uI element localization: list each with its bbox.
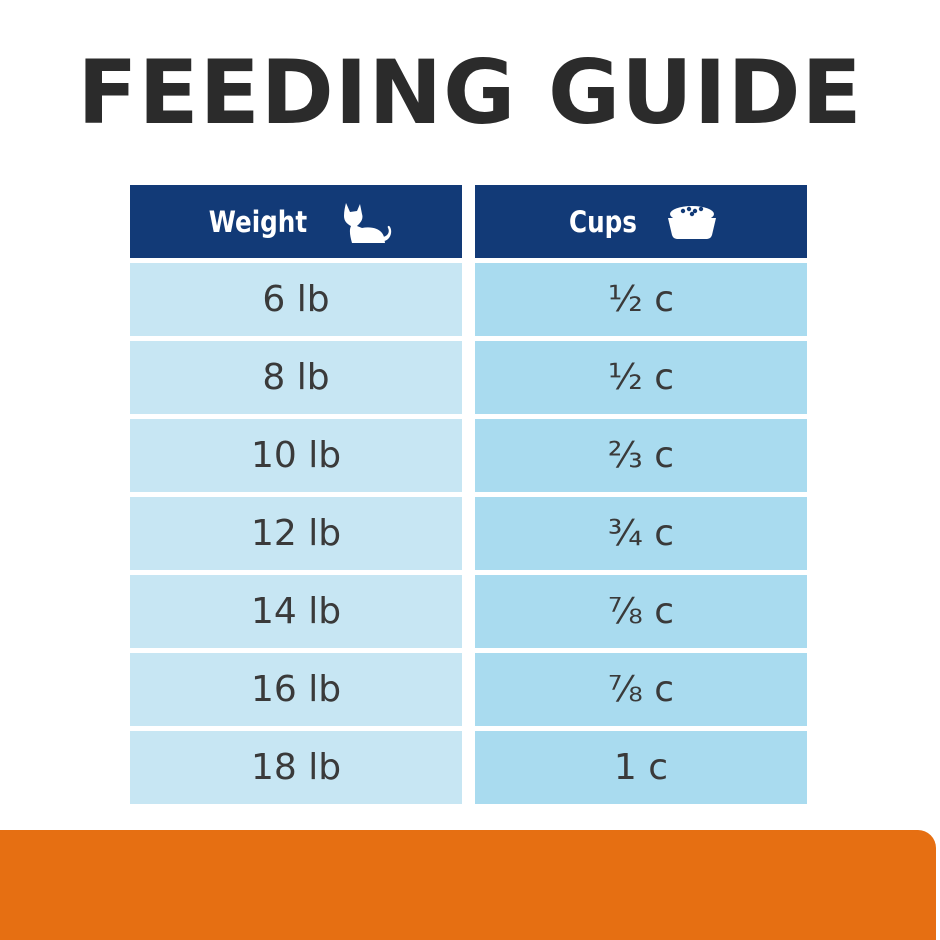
weight-cell: 18 lb: [130, 731, 462, 804]
weight-column-header: Weight: [130, 185, 462, 258]
weight-header-label: Weight: [208, 204, 308, 239]
cups-cell: ⅞ c: [475, 575, 807, 648]
table-row: 8 lb ½ c: [130, 341, 807, 414]
cups-cell: ⅔ c: [475, 419, 807, 492]
table-row: 18 lb 1 c: [130, 731, 807, 804]
weight-cell: 12 lb: [130, 497, 462, 570]
cups-cell: 1 c: [475, 731, 807, 804]
feeding-table: Weight Cups: [130, 185, 807, 809]
table-row: 12 lb ¾ c: [130, 497, 807, 570]
footer-bar: [0, 830, 936, 940]
table-header-row: Weight Cups: [130, 185, 807, 258]
cups-cell: ½ c: [475, 341, 807, 414]
cups-cell: ⅞ c: [475, 653, 807, 726]
table-row: 16 lb ⅞ c: [130, 653, 807, 726]
weight-cell: 8 lb: [130, 341, 462, 414]
weight-cell: 16 lb: [130, 653, 462, 726]
cat-icon: [338, 200, 392, 244]
cups-header-label: Cups: [569, 204, 637, 239]
food-bowl-icon: [665, 203, 719, 241]
table-row: 10 lb ⅔ c: [130, 419, 807, 492]
weight-cell: 6 lb: [130, 263, 462, 336]
page-title: FEEDING GUIDE: [77, 41, 863, 144]
weight-cell: 10 lb: [130, 419, 462, 492]
cups-column-header: Cups: [475, 185, 807, 258]
weight-cell: 14 lb: [130, 575, 462, 648]
cups-cell: ¾ c: [475, 497, 807, 570]
table-row: 14 lb ⅞ c: [130, 575, 807, 648]
cups-cell: ½ c: [475, 263, 807, 336]
table-row: 6 lb ½ c: [130, 263, 807, 336]
